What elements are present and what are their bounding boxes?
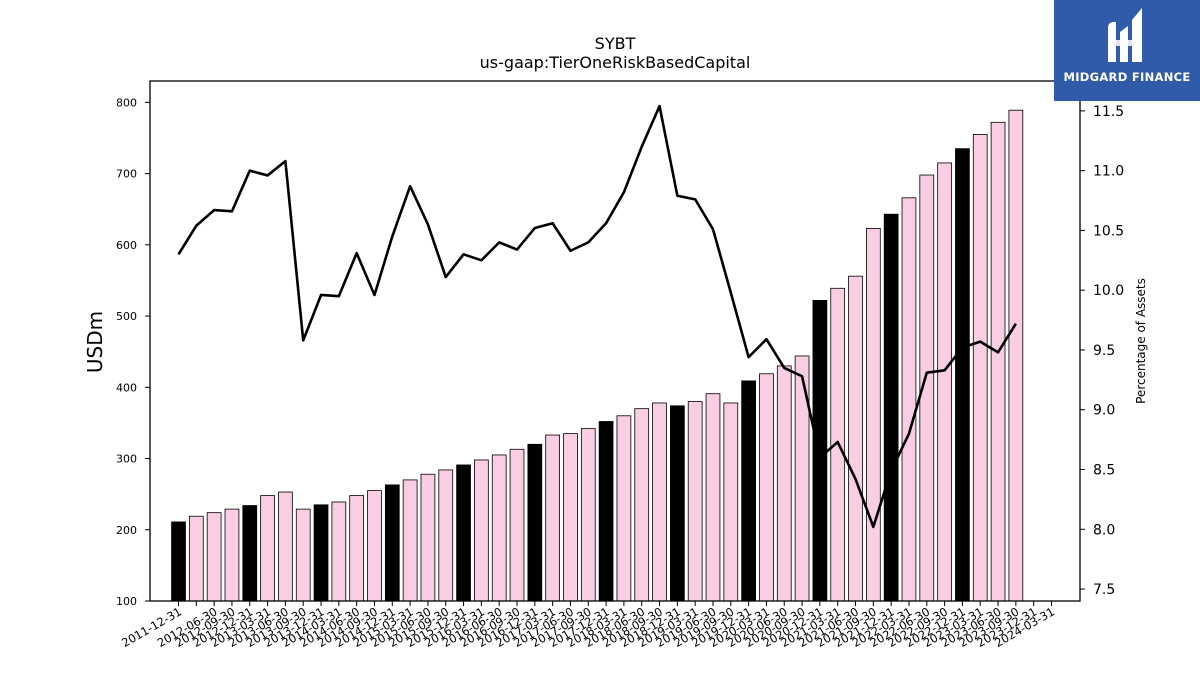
bar: [491, 454, 507, 602]
bar: [260, 495, 275, 602]
bar: [580, 428, 596, 602]
y-tick-label: 800: [116, 96, 137, 109]
bar: [188, 515, 204, 602]
bar: [563, 433, 578, 602]
axes-group: 100 200 300 400 500 600 700 800 7.5 8.0 8.5 9.0 9.5 1…: [116, 80, 1124, 608]
plot-frame: [149, 80, 1081, 602]
bar: [545, 434, 561, 602]
bar: [723, 402, 739, 602]
bar: [937, 162, 952, 602]
bar: [670, 405, 685, 602]
bar: [384, 484, 400, 602]
bar: [687, 401, 703, 602]
x-ticks-group: 2011-12-312012-06-302012-09-302012-12-31…: [119, 601, 1057, 650]
midgard-logo-icon: [1108, 8, 1142, 62]
bar: [295, 508, 311, 602]
bar: [901, 197, 917, 602]
y2-tick-label: 8.5: [1093, 463, 1115, 479]
bar: [741, 380, 756, 602]
bar: [402, 479, 418, 602]
chart-title: SYBT: [595, 34, 636, 53]
chart-subtitle: us-gaap:TierOneRiskBasedCapital: [480, 53, 751, 72]
bar: [224, 508, 240, 602]
y-tick-label: 600: [116, 239, 137, 252]
bar: [1008, 109, 1024, 602]
midgard-finance-logo: MIDGARD FINANCE: [1054, 0, 1200, 101]
y2-tick-label: 7.5: [1093, 582, 1115, 598]
bar: [955, 148, 970, 602]
percentage-line: [177, 104, 1017, 529]
y2-tick-label: 11.5: [1093, 104, 1124, 120]
y-tick-label: 200: [116, 524, 137, 537]
bar: [527, 443, 543, 602]
y-tick-label: 500: [116, 310, 137, 323]
y2-tick-label: 11.0: [1093, 164, 1124, 180]
bar: [598, 421, 614, 602]
bar: [634, 408, 650, 602]
bar: [848, 275, 863, 602]
y2-tick-label: 9.5: [1093, 343, 1115, 359]
bar: [367, 490, 382, 602]
bar: [349, 495, 365, 602]
y2-tick-label: 9.0: [1093, 403, 1115, 419]
bar: [616, 415, 632, 602]
bar: [776, 365, 792, 602]
y2-axis-label: Percentage of Assets: [1134, 278, 1148, 404]
bar: [331, 501, 347, 602]
bar: [420, 473, 436, 602]
bars-group: [171, 109, 1024, 602]
bar: [865, 228, 881, 602]
bar: [705, 393, 721, 602]
bar: [883, 213, 899, 602]
bar: [242, 505, 258, 602]
bar: [438, 469, 454, 602]
y-tick-label: 300: [116, 453, 137, 466]
bar: [206, 512, 222, 602]
bar: [812, 299, 828, 602]
bar: [972, 134, 988, 602]
y2-tick-label: 10.0: [1093, 283, 1124, 299]
y2-tick-label: 8.0: [1093, 522, 1115, 538]
y-axis-label: USDm: [83, 311, 107, 373]
y2-tick-label: 10.5: [1093, 223, 1124, 239]
bar: [171, 521, 186, 602]
bar: [759, 373, 774, 602]
y-tick-label: 700: [116, 168, 137, 181]
bar: [652, 402, 667, 602]
bar: [509, 448, 525, 602]
bar: [990, 121, 1006, 602]
bar: [474, 459, 489, 602]
y-tick-label: 400: [116, 381, 137, 394]
bar: [456, 464, 471, 602]
y-tick-label: 100: [116, 595, 137, 608]
logo-text: MIDGARD FINANCE: [1063, 70, 1191, 84]
bar: [278, 491, 293, 602]
line-group: [177, 104, 1017, 529]
bar: [313, 504, 329, 602]
